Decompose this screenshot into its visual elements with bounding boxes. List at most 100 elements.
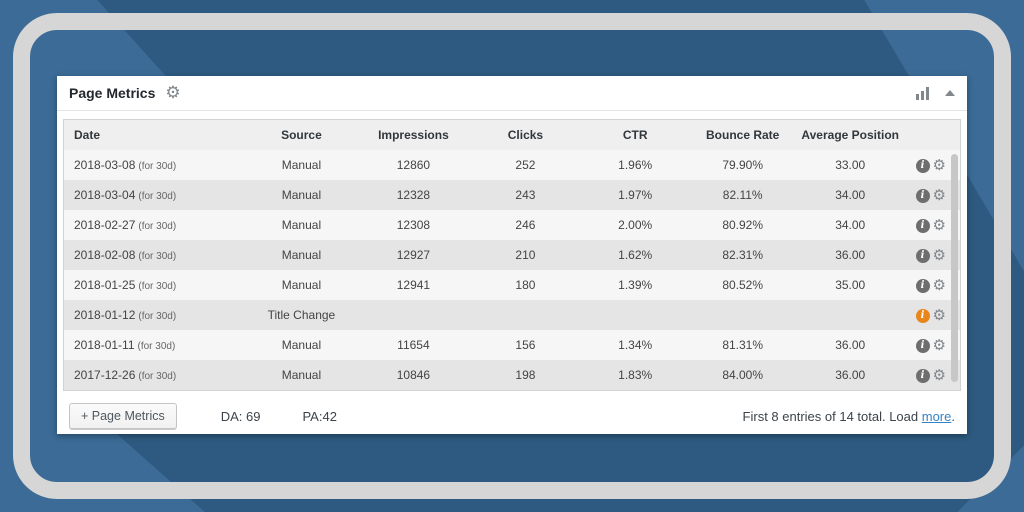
avg-position-cell [794, 300, 906, 330]
column-header-source: Source [247, 120, 356, 150]
table-header-row: Date Source Impressions Clicks CTR Bounce Rat… [64, 120, 960, 150]
date-cell: 2018-03-08 (for 30d) [64, 150, 248, 180]
table-row: 2018-03-04 (for 30d) Manual 12328 243 1.97% 82… [64, 180, 960, 210]
date-cell: 2018-02-08 (for 30d) [64, 240, 248, 270]
ctr-cell: 1.34% [618, 338, 653, 352]
impressions-cell: 11654 [397, 338, 430, 352]
info-icon[interactable]: i [915, 158, 930, 173]
avg-position-cell: 36.00 [835, 338, 866, 352]
settings-gear-icon[interactable]: ⚙ [165, 82, 181, 103]
source-cell: Manual [281, 278, 322, 292]
date-period: (for 30d) [138, 191, 177, 202]
source-cell: Manual [281, 218, 322, 232]
avg-position-cell: 36.00 [835, 248, 866, 262]
row-gear-icon[interactable]: ⚙ [932, 366, 946, 385]
date-value: 2018-02-08 [74, 248, 136, 262]
impressions-cell: 12328 [396, 188, 431, 202]
ctr-cell: 1.83% [618, 368, 653, 382]
impressions-cell [355, 300, 471, 330]
date-period: (for 30d) [138, 161, 177, 172]
bounce-rate-cell: 81.31% [722, 338, 764, 352]
ctr-cell: 1.62% [618, 248, 653, 262]
date-period: (for 30d) [138, 281, 177, 292]
summary-suffix-text: . [951, 408, 955, 424]
widget-header-controls [916, 86, 955, 100]
source-cell: Title Change [267, 308, 336, 322]
add-page-metrics-button[interactable]: + Page Metrics [69, 403, 177, 429]
table-row: 2017-12-26 (for 30d) Manual 10846 198 1.83% 84… [64, 360, 960, 390]
table-row: 2018-01-12 (for 30d) Title Change i ⚙ [64, 300, 960, 330]
bounce-rate-cell [691, 300, 794, 330]
column-header-impressions: Impressions [355, 120, 472, 150]
column-header-ctr: CTR [579, 120, 692, 150]
table-row: 2018-02-08 (for 30d) Manual 12927 210 1.62% 82… [64, 240, 960, 270]
collapse-arrow-icon[interactable] [945, 90, 955, 96]
source-cell: Manual [281, 368, 322, 382]
info-icon[interactable]: i [915, 218, 930, 233]
row-actions-cell: i ⚙ [906, 360, 960, 390]
info-icon[interactable]: i [915, 248, 930, 263]
widget-title: Page Metrics [69, 85, 156, 101]
date-cell: 2017-12-26 (for 30d) [64, 360, 248, 390]
row-gear-icon[interactable]: ⚙ [932, 306, 946, 325]
bounce-rate-cell: 80.92% [722, 218, 764, 232]
table-scrollbar[interactable] [951, 154, 958, 382]
date-value: 2018-01-12 [74, 308, 136, 322]
page-authority-stat: PA:42 [302, 408, 337, 424]
clicks-cell: 180 [515, 278, 536, 292]
info-icon[interactable]: i [915, 278, 930, 293]
avg-position-cell: 34.00 [835, 218, 866, 232]
row-gear-icon[interactable]: ⚙ [932, 246, 946, 265]
date-value: 2018-03-08 [74, 158, 136, 172]
row-actions-cell: i ⚙ [906, 240, 960, 270]
row-actions-cell: i ⚙ [906, 270, 960, 300]
ctr-cell: 2.00% [618, 218, 653, 232]
info-icon[interactable]: i [915, 308, 930, 323]
metrics-table: Date Source Impressions Clicks CTR Bounce Rat… [64, 120, 960, 390]
column-header-actions [906, 120, 960, 150]
clicks-cell: 198 [515, 368, 536, 382]
row-gear-icon[interactable]: ⚙ [932, 216, 946, 235]
ctr-cell: 1.97% [618, 188, 653, 202]
table-row: 2018-02-27 (for 30d) Manual 12308 246 2.00% 80… [64, 210, 960, 240]
widget-header: Page Metrics ⚙ [57, 76, 967, 111]
metrics-table-container: Date Source Impressions Clicks CTR Bounce Rat… [63, 119, 961, 391]
row-actions-cell: i ⚙ [906, 210, 960, 240]
ctr-cell: 1.39% [618, 278, 653, 292]
page-metrics-widget: Page Metrics ⚙ Date Source Impressions Clic… [57, 76, 967, 434]
date-value: 2018-01-25 [74, 278, 136, 292]
widget-footer: + Page Metrics DA: 69 PA:42 First 8 entr… [57, 395, 967, 441]
date-period: (for 30d) [138, 221, 177, 232]
column-header-date: Date [64, 120, 248, 150]
avg-position-cell: 36.00 [835, 368, 866, 382]
impressions-cell: 12860 [396, 158, 431, 172]
table-row: 2018-03-08 (for 30d) Manual 12860 252 1.96% 79… [64, 150, 960, 180]
clicks-cell [472, 300, 580, 330]
date-value: 2018-02-27 [74, 218, 136, 232]
column-header-average-position: Average Position [794, 120, 907, 150]
row-gear-icon[interactable]: ⚙ [932, 186, 946, 205]
date-value: 2017-12-26 [74, 368, 136, 382]
date-period: (for 30d) [137, 341, 176, 352]
row-actions-cell: i ⚙ [906, 150, 960, 180]
info-icon[interactable]: i [915, 188, 930, 203]
row-actions-cell: i ⚙ [906, 180, 960, 210]
entries-summary: First 8 entries of 14 total. Load more. [743, 409, 955, 424]
bounce-rate-cell: 82.31% [722, 248, 764, 262]
impressions-cell: 12941 [396, 278, 431, 292]
load-more-link[interactable]: more [921, 408, 952, 424]
clicks-cell: 156 [515, 338, 536, 352]
row-gear-icon[interactable]: ⚙ [932, 156, 946, 175]
column-header-bounce-rate: Bounce Rate [691, 120, 795, 150]
impressions-cell: 12308 [396, 218, 431, 232]
info-icon[interactable]: i [915, 368, 930, 383]
date-cell: 2018-01-12 (for 30d) [64, 300, 248, 330]
avg-position-cell: 35.00 [835, 278, 866, 292]
row-gear-icon[interactable]: ⚙ [932, 336, 946, 355]
row-gear-icon[interactable]: ⚙ [932, 276, 946, 295]
bar-chart-icon[interactable] [916, 86, 929, 100]
summary-prefix-text: First 8 entries of 14 total. Load [742, 408, 922, 424]
info-icon[interactable]: i [915, 338, 930, 353]
row-actions-cell: i ⚙ [906, 300, 960, 330]
